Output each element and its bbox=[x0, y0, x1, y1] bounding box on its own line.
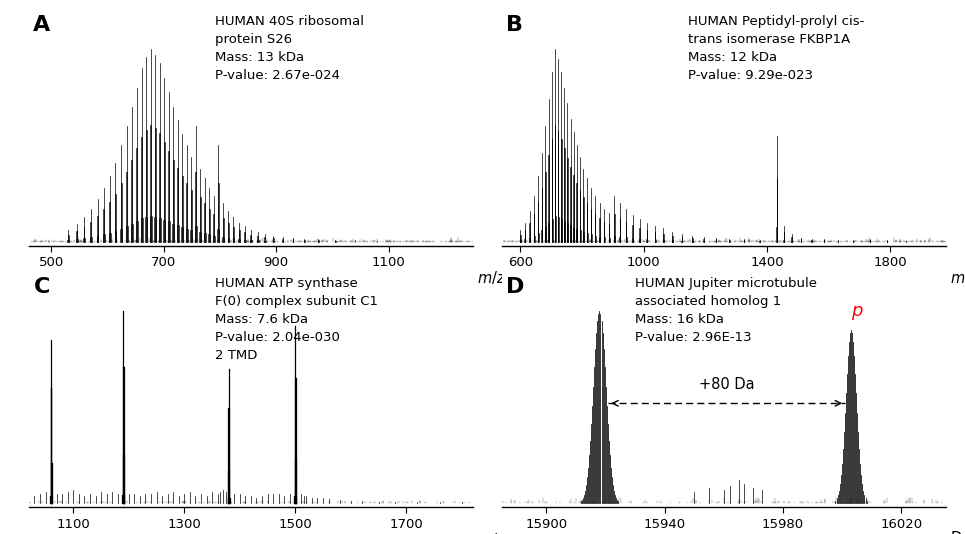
Text: D: D bbox=[507, 277, 525, 297]
Text: HUMAN ATP synthase
F(0) complex subunit C1
Mass: 7.6 kDa
P-value: 2.04e-030
2 TM: HUMAN ATP synthase F(0) complex subunit … bbox=[215, 277, 378, 362]
Text: C: C bbox=[34, 277, 50, 297]
Text: HUMAN Jupiter microtubule
associated homolog 1
Mass: 16 kDa
P-value: 2.96E-13: HUMAN Jupiter microtubule associated hom… bbox=[635, 277, 817, 344]
Text: +80 Da: +80 Da bbox=[699, 377, 755, 392]
Text: p: p bbox=[851, 302, 863, 320]
Text: $m/z$: $m/z$ bbox=[478, 531, 507, 534]
Text: Da: Da bbox=[951, 531, 965, 534]
Text: $m/z$: $m/z$ bbox=[478, 269, 507, 286]
Text: HUMAN 40S ribosomal
protein S26
Mass: 13 kDa
P-value: 2.67e-024: HUMAN 40S ribosomal protein S26 Mass: 13… bbox=[215, 15, 365, 82]
Text: A: A bbox=[34, 15, 50, 35]
Text: B: B bbox=[507, 15, 523, 35]
Text: $m/z$: $m/z$ bbox=[951, 269, 965, 286]
Text: HUMAN Peptidyl-prolyl cis-
trans isomerase FKBP1A
Mass: 12 kDa
P-value: 9.29e-02: HUMAN Peptidyl-prolyl cis- trans isomera… bbox=[688, 15, 865, 82]
